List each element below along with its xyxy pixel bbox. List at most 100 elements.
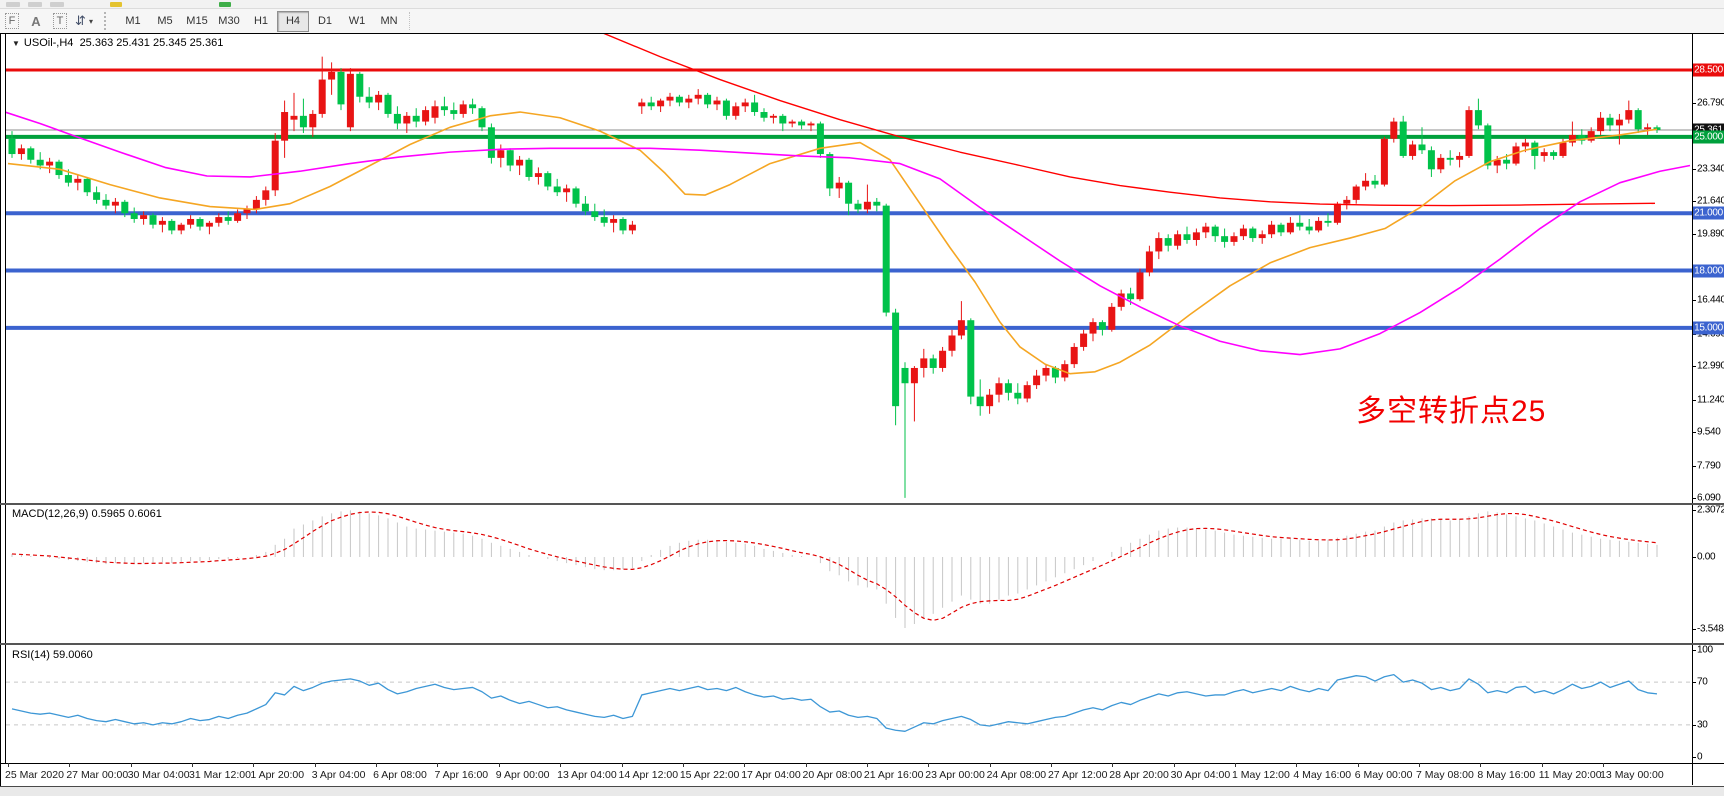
- marquee-f-tool[interactable]: F: [1, 11, 23, 31]
- time-tick-mark: [376, 763, 378, 767]
- time-tick-label: 30 Mar 04:00: [127, 769, 190, 781]
- macd-pane-canvas[interactable]: [6, 505, 1692, 643]
- time-tick-label: 6 May 00:00: [1354, 769, 1413, 781]
- timeframe-bar: M1 M5 M15 M30 H1 H4 D1 W1 MN: [117, 10, 405, 32]
- rsi-tick-mark: [1692, 724, 1696, 726]
- time-tick-mark: [1419, 763, 1421, 767]
- clipped-icon: [28, 2, 42, 7]
- time-tick-mark: [498, 763, 500, 767]
- rsi-tick-mark: [1692, 682, 1696, 684]
- price-tick-label: 23.340: [1697, 163, 1724, 175]
- time-tick-label: 1 May 12:00: [1232, 769, 1290, 781]
- clipped-toolbar-row: [0, 0, 1724, 9]
- time-tick-mark: [744, 763, 746, 767]
- macd-histogram: [11, 510, 1658, 629]
- time-tick-label: 25 Mar 2020: [5, 769, 64, 781]
- time-tick-label: 14 Apr 12:00: [618, 769, 679, 781]
- rsi-pane-splitter[interactable]: [0, 643, 1724, 645]
- price-tick-mark: [1692, 102, 1696, 104]
- time-tick-mark: [928, 763, 930, 767]
- time-tick-label: 31 Mar 12:00: [189, 769, 251, 781]
- time-tick-label: 27 Apr 12:00: [1047, 769, 1108, 781]
- macd-tick-mark: [1692, 629, 1696, 631]
- price-tick-mark: [1692, 465, 1696, 467]
- time-tick-label: 13 Apr 04:00: [557, 769, 617, 781]
- price-tick-mark: [1692, 432, 1696, 434]
- time-tick-label: 23 Apr 00:00: [925, 769, 985, 781]
- time-tick-mark: [437, 763, 439, 767]
- price-tick-mark: [1692, 366, 1696, 368]
- rsi-tick-label: 100: [1697, 644, 1713, 656]
- rsi-tick-label: 30: [1697, 719, 1708, 731]
- macd-label: MACD(12,26,9) 0.5965 0.6061: [12, 508, 162, 520]
- chart-top-border: [0, 33, 1724, 34]
- rsi-pane-canvas[interactable]: [6, 646, 1692, 763]
- time-tick-mark: [1050, 763, 1052, 767]
- price-tick-label: 21.640: [1697, 195, 1724, 207]
- timeframe-H4[interactable]: H4: [277, 10, 309, 32]
- macd-tick-mark: [1692, 557, 1696, 558]
- macd-tick-label: 0.00: [1697, 551, 1716, 563]
- price-tick-mark: [1692, 234, 1696, 236]
- chart-left-border: [5, 33, 6, 763]
- timeframe-W1[interactable]: W1: [348, 14, 366, 27]
- label-a-tool[interactable]: A: [25, 11, 47, 31]
- timeframe-M1[interactable]: M1: [125, 14, 141, 27]
- time-tick-mark: [69, 763, 71, 767]
- time-tick-mark: [1173, 763, 1175, 767]
- time-tick-mark: [1235, 763, 1236, 767]
- highlighter-icon: [110, 2, 122, 7]
- status-green-icon: [219, 2, 231, 7]
- price-scale-border: [1692, 33, 1693, 785]
- timeframe-MN[interactable]: MN: [380, 14, 398, 27]
- price-badge-25.000: 25.000: [1693, 130, 1724, 144]
- macd-pane-splitter[interactable]: [0, 503, 1724, 505]
- time-tick-label: 7 May 08:00: [1416, 769, 1474, 781]
- drawing-toolbar: F A T ⇵ ▾ M1 M5 M15 M30 H1 H4 D1 W1 MN: [0, 9, 1724, 33]
- text-t-tool[interactable]: T: [49, 11, 71, 31]
- time-tick-label: 9 Apr 00:00: [495, 769, 550, 781]
- timeframe-M15[interactable]: M15: [186, 14, 208, 27]
- timeframe-M30[interactable]: M30: [218, 14, 240, 27]
- clipped-icon: [50, 2, 64, 7]
- time-tick-label: 1 Apr 20:00: [250, 769, 305, 781]
- rsi-tick-mark: [1692, 757, 1696, 758]
- price-tick-label: 12.990: [1697, 360, 1724, 372]
- time-tick-label: 6 Apr 08:00: [373, 769, 427, 781]
- arrows-tool[interactable]: ⇵ ▾: [73, 11, 95, 31]
- price-tick-label: 7.790: [1697, 460, 1721, 472]
- time-tick-mark: [1112, 763, 1114, 767]
- price-badge-18.000: 18.000: [1693, 264, 1724, 278]
- arrows-icon: ⇵: [75, 13, 86, 28]
- time-tick-mark: [805, 763, 807, 767]
- price-tick-mark: [1692, 300, 1696, 302]
- time-tick-mark: [1603, 763, 1605, 767]
- time-tick-label: 3 Apr 04:00: [311, 769, 366, 781]
- label-a-icon: A: [31, 13, 41, 29]
- timeframe-M5[interactable]: M5: [157, 14, 173, 27]
- rsi-tick-label: 0: [1697, 751, 1703, 763]
- chart-title[interactable]: ▼ USOil-,H4 25.363 25.431 25.345 25.361: [12, 37, 223, 49]
- window-left-border: [0, 33, 1, 786]
- timeframe-H1[interactable]: H1: [253, 14, 269, 27]
- time-tick-label: 4 May 16:00: [1293, 769, 1352, 781]
- time-tick-label: 17 Apr 04:00: [741, 769, 801, 781]
- time-tick-mark: [989, 763, 991, 767]
- macd-signal-line: [11, 511, 1658, 621]
- symbol-label: USOil-,H4: [23, 37, 74, 49]
- time-tick-label: 11 May 20:00: [1538, 769, 1602, 781]
- price-badge-21.000: 21.000: [1693, 206, 1724, 220]
- price-chart-canvas[interactable]: [6, 34, 1692, 503]
- rsi-tick-label: 70: [1697, 676, 1708, 688]
- time-tick-label: 8 May 16:00: [1477, 769, 1536, 781]
- time-tick-mark: [8, 763, 9, 767]
- timeframe-D1[interactable]: D1: [317, 14, 333, 27]
- price-badge-28.500: 28.500: [1693, 63, 1724, 77]
- toolbar-grip[interactable]: [104, 12, 111, 30]
- text-t-icon: T: [52, 13, 68, 29]
- time-tick-mark: [192, 763, 194, 767]
- time-tick-mark: [1480, 763, 1482, 767]
- clipped-icon: [6, 2, 20, 7]
- time-tick-mark: [1296, 763, 1298, 767]
- symbol-dropdown-icon[interactable]: ▼: [12, 39, 20, 48]
